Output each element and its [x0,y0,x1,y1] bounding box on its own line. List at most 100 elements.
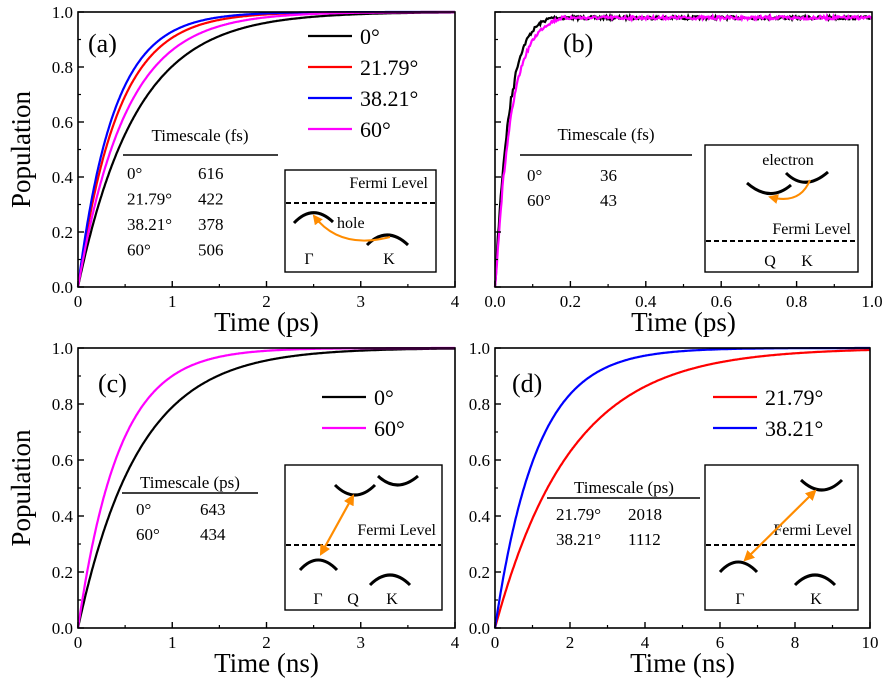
panel-c: 0 1 2 3 4 0.0 0.2 0.4 0.6 0.8 1.0 Time (ns) Populati… [6,339,460,678]
inset-frame [704,144,859,273]
panel-label: (c) [98,369,127,398]
table-angle: 60° [127,241,151,260]
legend-label: 0° [360,24,380,49]
y-tick-label: 0.4 [52,507,74,526]
x-tick-label: 0 [74,292,83,311]
k-point-label: Q [347,591,359,608]
y-tick-label: 1.0 [52,339,73,358]
x-tick-label: 8 [791,633,800,652]
table-timescale: 434 [200,525,226,544]
x-axis-label: Time (ns) [630,648,735,678]
band-inset: Fermi Level Γ K [704,464,859,611]
k-point-label: K [386,591,398,608]
band-curve [746,181,792,195]
y-tick-label: 0.0 [469,619,490,638]
x-axis-label: Time (ns) [214,648,319,678]
table-angle: 38.21° [127,215,172,234]
carrier-label: electron [762,152,814,169]
table-angle: 60° [136,525,160,544]
table-timescale: 1112 [628,530,661,549]
transfer-arrow-icon [743,489,817,562]
table-angle: 60° [527,191,551,210]
x-tick-label: 3 [357,292,366,311]
x-tick-label: 0.2 [560,292,581,311]
y-tick-label: 0.6 [469,451,490,470]
legend-label: 21.79° [360,55,418,80]
table-angle: 21.79° [127,190,172,209]
y-tick-label: 0.0 [52,278,73,297]
transfer-arrow-icon [768,179,811,204]
band-curve [365,233,410,247]
band-curve [799,478,844,492]
band-inset: Fermi Level Γ Q K [284,464,443,611]
timescale-table-title: Timescale (ps) [140,473,240,492]
table-timescale: 616 [198,164,224,183]
band-curve [333,483,377,497]
legend-label: 38.21° [765,416,823,441]
band-curve [718,560,759,574]
table-timescale: 36 [600,166,617,185]
y-tick-label: 0.0 [52,619,73,638]
y-tick-label: 0.6 [52,451,73,470]
timescale-table-title: Timescale (fs) [151,126,248,145]
table-angle: 0° [136,500,151,519]
table-timescale: 643 [200,500,226,519]
y-tick-label: 1.0 [469,339,490,358]
x-tick-label: 1.0 [861,292,882,311]
transfer-arrow-icon [319,494,355,556]
x-axis-label: Time (ps) [214,307,319,337]
k-point-label: Γ [313,591,322,608]
panel-a: 0 1 2 3 4 0.0 0.2 0.4 0.6 0.8 1.0 Time (ps) Populati… [6,3,460,337]
x-tick-label: 1 [168,633,177,652]
panel-b: 0.0 0.2 0.4 0.6 0.8 1.0 Time (ps) (b) Timescale … [484,11,883,337]
table-timescale: 2018 [628,505,662,524]
panel-label: (d) [512,369,542,398]
x-tick-label: 2 [262,633,271,652]
y-tick-label: 0.4 [469,507,491,526]
band-inset: electron Fermi Level Q K [704,144,859,273]
band-inset: Fermi Level hole Γ K [284,169,437,273]
y-tick-label: 0.2 [52,563,73,582]
x-tick-label: 0 [491,633,500,652]
y-tick-label: 0.8 [469,395,490,414]
k-point-label: K [383,251,395,268]
k-point-label: K [810,591,822,608]
inset-frame [284,464,443,611]
x-tick-label: 1 [168,292,177,311]
legend-label: 60° [360,117,391,142]
k-point-label: Q [764,253,776,270]
band-curve [298,558,339,572]
transfer-arrow-icon [312,214,391,242]
y-axis-label: Population [6,429,36,547]
x-tick-label: 10 [862,633,879,652]
panel-label: (a) [88,29,117,58]
table-timescale: 422 [198,190,224,209]
y-tick-label: 0.2 [52,223,73,242]
band-curve [368,573,412,587]
table-angle: 0° [527,166,542,185]
y-tick-label: 0.8 [52,395,73,414]
legend-label: 38.21° [360,86,418,111]
panel-label: (b) [563,29,593,58]
table-timescale: 378 [198,215,224,234]
legend-label: 21.79° [765,385,823,410]
x-tick-label: 0.6 [711,292,732,311]
k-point-label: K [801,253,813,270]
series-line-1 [493,12,873,288]
x-axis-label: Time (ps) [631,307,736,337]
timescale-table-title: Timescale (ps) [574,478,674,497]
x-tick-label: 4 [451,292,460,311]
band-curve [292,211,335,225]
fermi-level-label: Fermi Level [772,221,851,238]
y-tick-label: 0.8 [52,58,73,77]
table-timescale: 506 [198,241,224,260]
carrier-label: hole [337,215,365,232]
band-curve [784,170,829,184]
y-tick-label: 0.4 [52,168,74,187]
table-angle: 38.21° [556,530,601,549]
series-line-0 [493,348,870,629]
x-tick-label: 2 [566,633,575,652]
y-tick-label: 0.6 [52,113,73,132]
table-angle: 21.79° [556,505,601,524]
k-point-label: Γ [304,251,313,268]
